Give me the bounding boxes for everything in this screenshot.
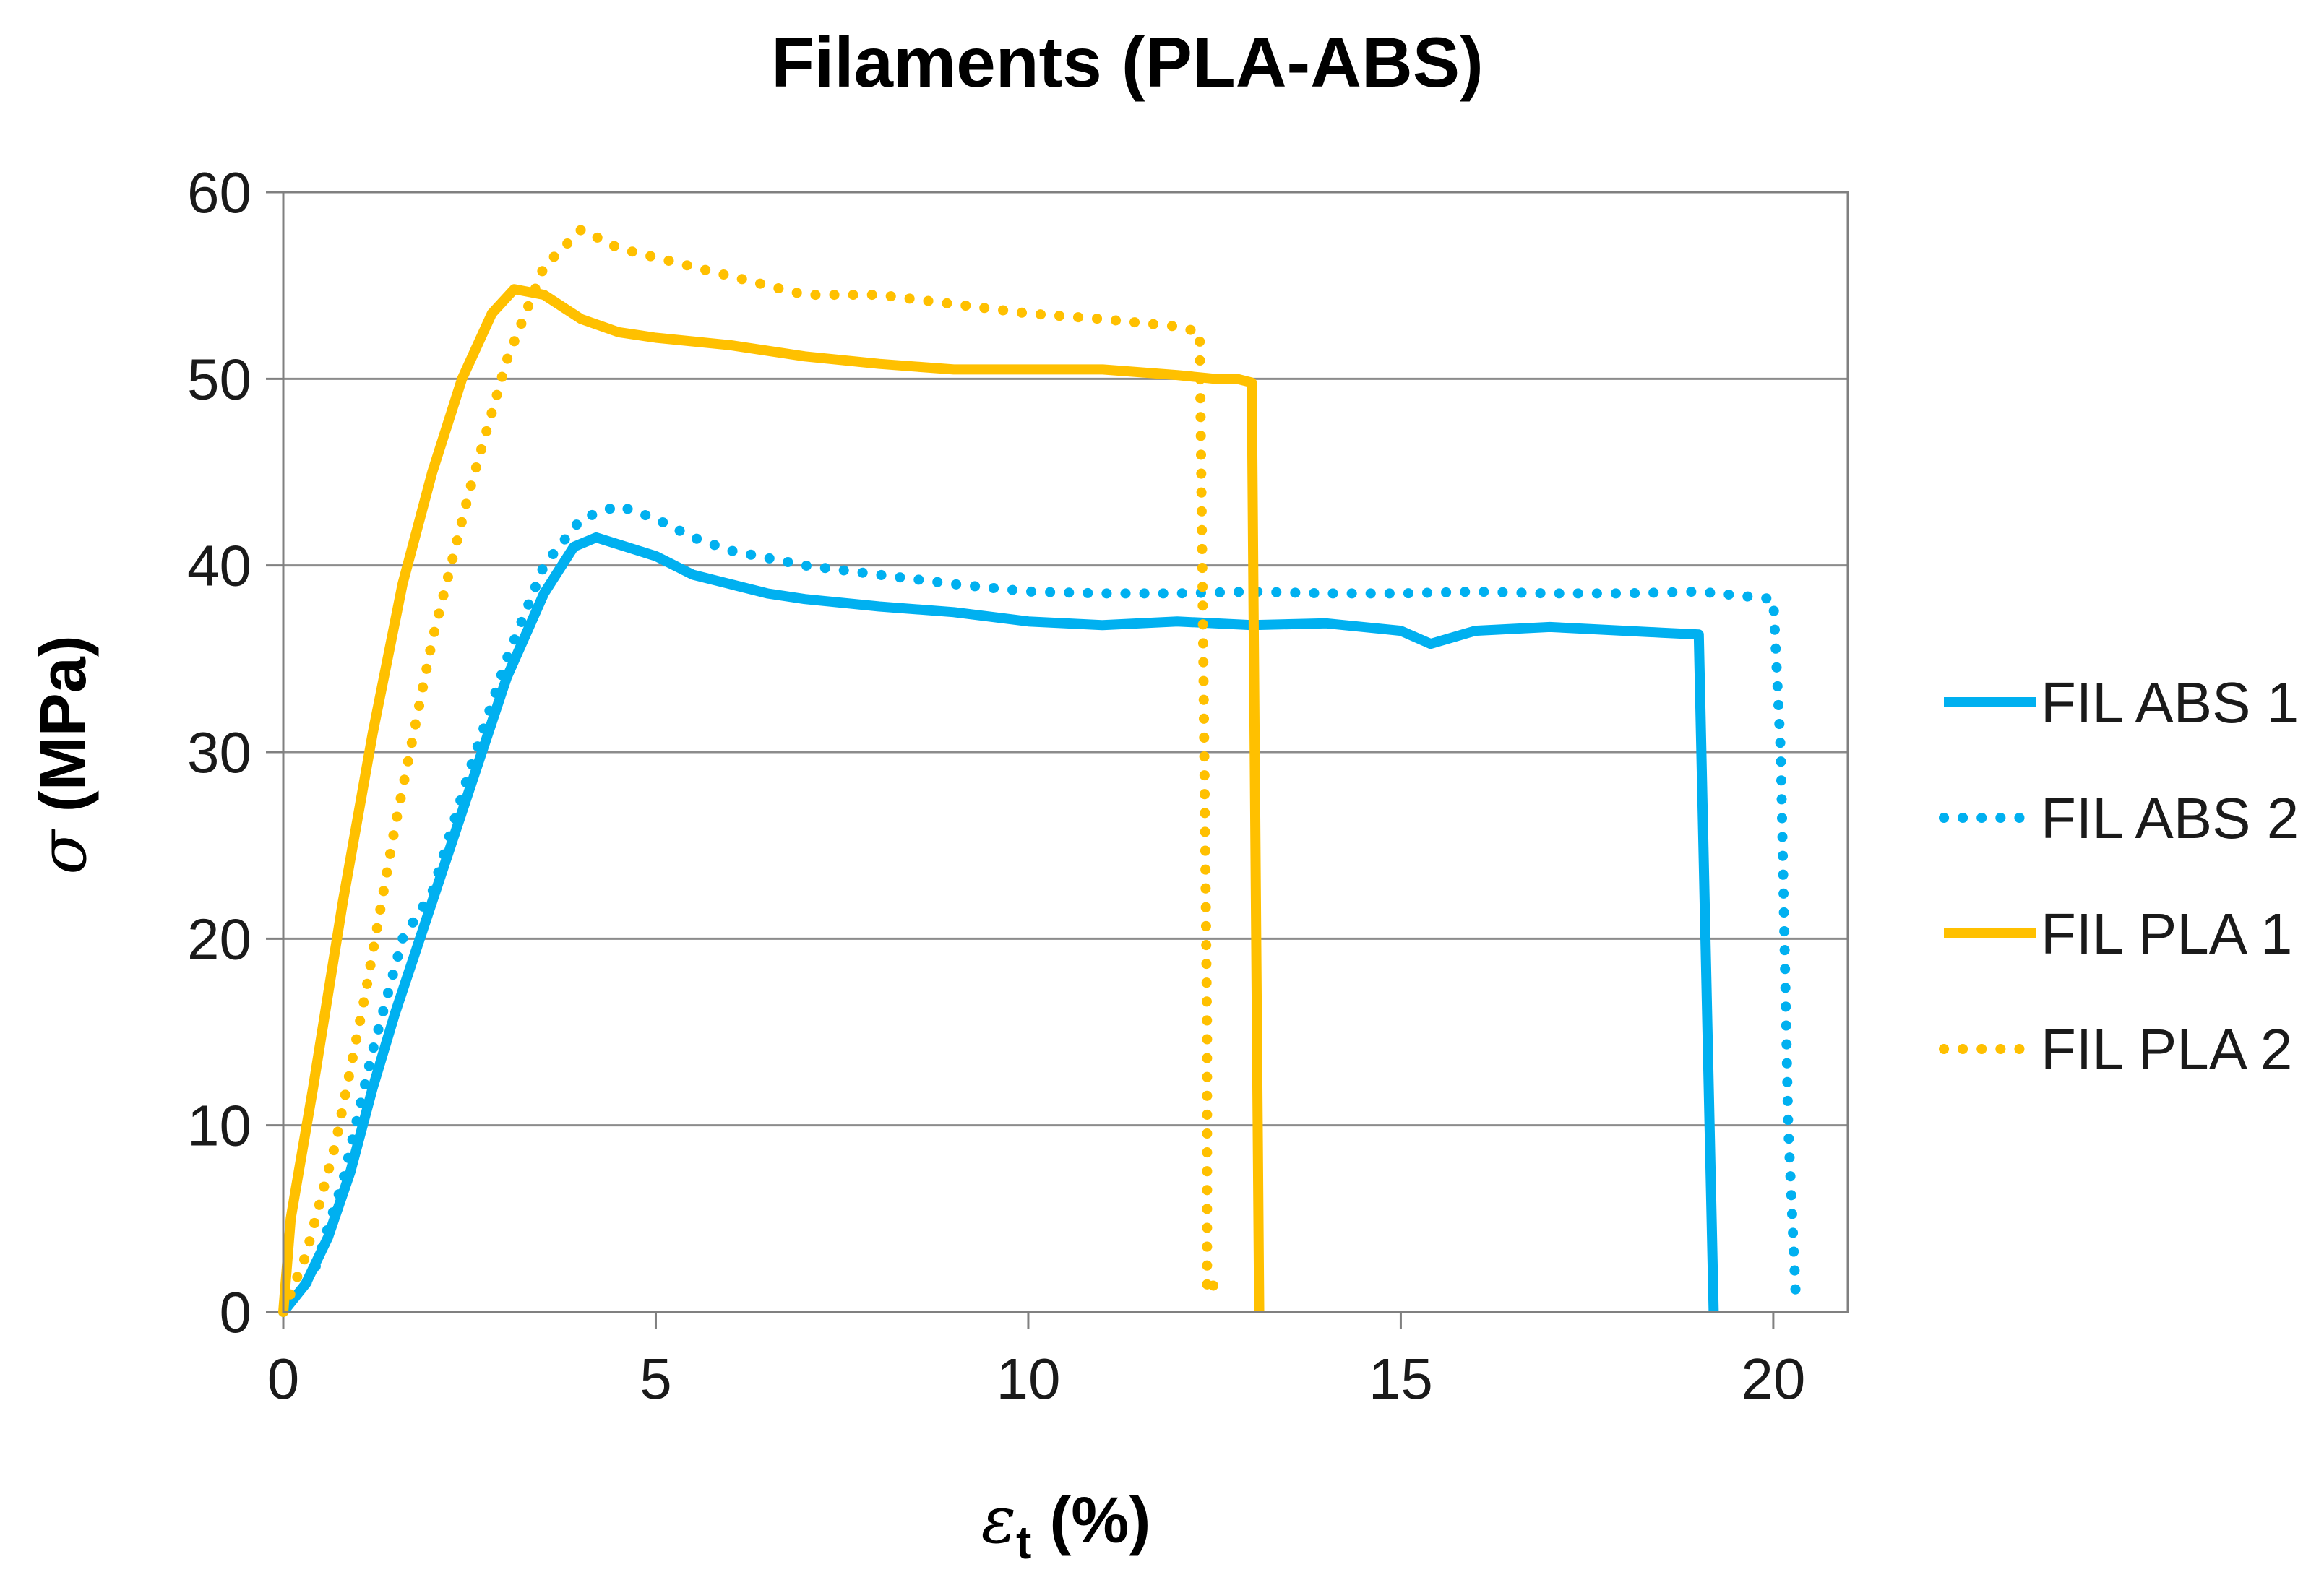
x-axis-subscript: t bbox=[1016, 1516, 1031, 1568]
y-axis-unit: (MPa) bbox=[27, 635, 100, 830]
series-line-3 bbox=[278, 284, 1265, 1313]
y-axis-label: σ (MPa) bbox=[25, 635, 101, 874]
y-tick-label: 10 bbox=[187, 1094, 251, 1158]
x-axis-unit: (%) bbox=[1031, 1485, 1150, 1557]
x-axis-label: εt (%) bbox=[981, 1482, 1151, 1568]
series-line-2 bbox=[278, 501, 1801, 1317]
x-tick-label: 20 bbox=[1741, 1347, 1805, 1411]
legend-label-1: FIL ABS 1 bbox=[2041, 670, 2299, 735]
y-tick-label: 30 bbox=[187, 720, 251, 785]
plot-area-border bbox=[282, 191, 1849, 1313]
y-tick-label: 0 bbox=[220, 1280, 252, 1344]
x-tick-label: 0 bbox=[267, 1347, 300, 1411]
y-axis-symbol: σ bbox=[25, 829, 101, 875]
legend-label-3: FIL PLA 1 bbox=[2041, 902, 2292, 966]
legend: FIL ABS 1 FIL ABS 2 FIL PLA 1 FIL PLA 2 bbox=[1939, 670, 2299, 1082]
series-line-1 bbox=[279, 532, 1719, 1316]
legend-label-2: FIL ABS 2 bbox=[2041, 786, 2299, 850]
y-tick-label: 50 bbox=[187, 347, 251, 411]
y-tick-label: 20 bbox=[187, 907, 251, 971]
y-tick-label: 40 bbox=[187, 534, 251, 598]
chart-title: Filaments (PLA-ABS) bbox=[771, 22, 1484, 102]
y-tick-label: 60 bbox=[187, 160, 251, 225]
x-tick-label: 15 bbox=[1369, 1347, 1433, 1411]
x-axis-symbol: ε bbox=[981, 1482, 1016, 1558]
ticks: 0 10 20 30 40 50 60 0 5 10 15 20 bbox=[187, 160, 1805, 1411]
x-tick-label: 10 bbox=[996, 1347, 1060, 1411]
series bbox=[278, 224, 1801, 1317]
x-tick-label: 5 bbox=[640, 1347, 672, 1411]
grid bbox=[283, 377, 1848, 1127]
series-line-4 bbox=[278, 224, 1223, 1317]
legend-label-4: FIL PLA 2 bbox=[2041, 1017, 2292, 1082]
